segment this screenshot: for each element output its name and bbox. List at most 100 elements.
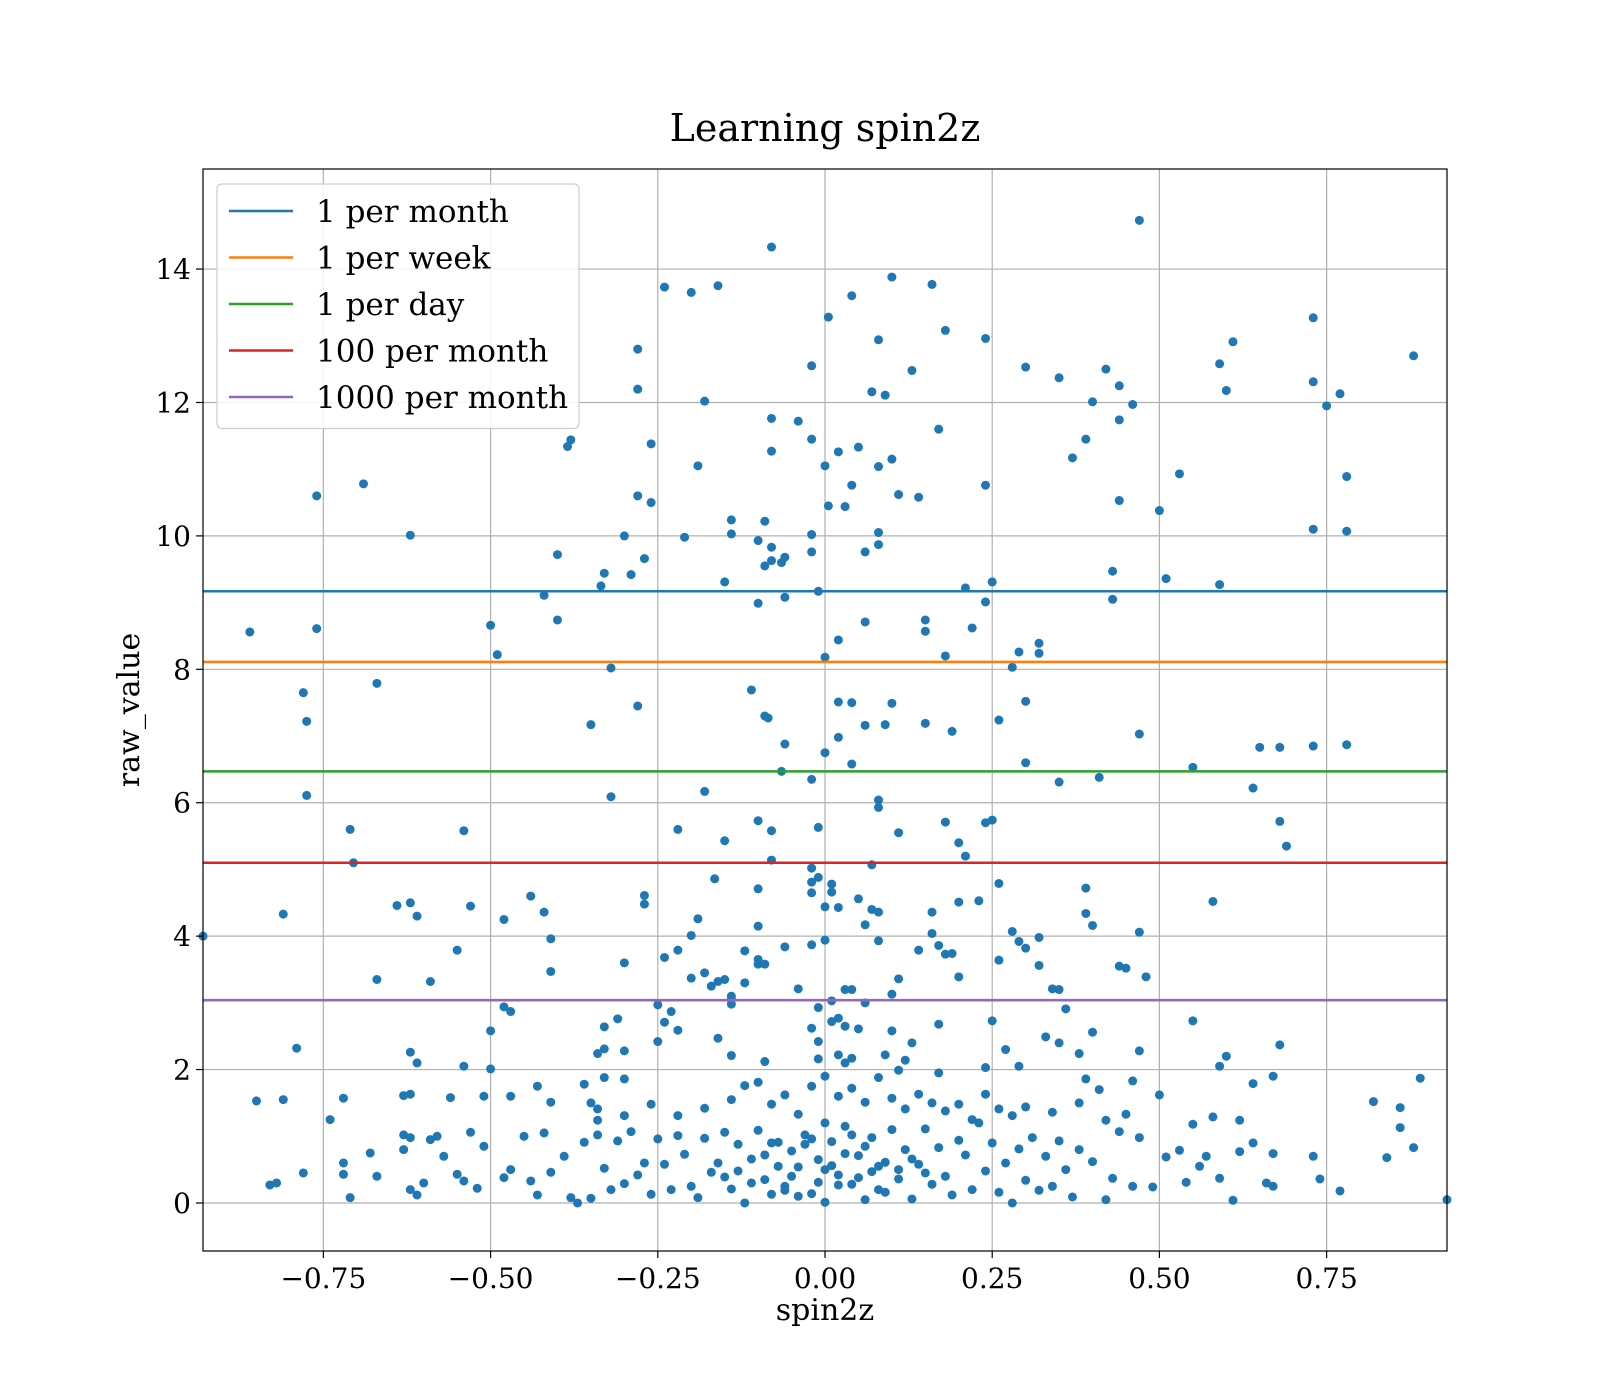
data-point [793,1109,803,1119]
data-point [787,1171,797,1181]
data-point [1081,434,1091,444]
data-point [1188,1119,1198,1129]
data-point [338,1093,348,1103]
data-point [777,558,787,568]
data-point [1281,841,1291,851]
data-point [1054,1038,1064,1048]
data-point [807,530,817,540]
data-point [720,836,730,846]
data-point [639,554,649,564]
data-point [646,498,656,508]
data-point [606,792,616,802]
data-point [880,390,890,400]
data-point [1088,1157,1098,1167]
y-tick-label: 14 [155,253,191,286]
data-point [552,550,562,560]
data-point [399,1091,409,1101]
data-point [780,942,790,952]
data-point [593,1104,603,1114]
data-point [405,1185,415,1195]
data-point [579,1137,589,1147]
data-point [1034,960,1044,970]
data-point [1268,1149,1278,1159]
data-point [1027,1133,1037,1143]
data-point [1409,1143,1419,1153]
data-point [1101,1195,1111,1205]
data-point [1174,1145,1184,1155]
data-point [726,515,736,525]
data-point [405,530,415,540]
data-point [1061,1165,1071,1175]
data-point [827,887,837,897]
data-point [813,1054,823,1064]
data-point [1248,1079,1258,1089]
data-point [947,1190,957,1200]
data-point [1128,399,1138,409]
data-point [954,1135,964,1145]
data-point [1275,1040,1285,1050]
data-point [499,1173,509,1183]
data-point [887,698,897,708]
data-point [753,1125,763,1135]
data-point [887,454,897,464]
data-point [573,1198,583,1208]
data-point [1275,742,1285,752]
data-point [874,1073,884,1083]
data-point [726,999,736,1009]
data-point [994,1187,1004,1197]
data-point [633,701,643,711]
data-point [1268,1181,1278,1191]
data-point [425,977,435,987]
data-point [914,1089,924,1099]
data-point [1134,1046,1144,1056]
data-point [412,911,422,921]
data-point [1114,496,1124,506]
data-point [994,1104,1004,1114]
data-point [1074,1145,1084,1155]
data-point [793,1162,803,1172]
data-point [1021,943,1031,953]
data-point [619,531,629,541]
data-point [813,822,823,832]
data-point [566,1193,576,1203]
data-point [847,759,857,769]
data-point [753,959,763,969]
data-point [833,732,843,742]
x-tick-label: −0.50 [448,1262,534,1295]
data-point [833,635,843,645]
data-point [345,824,355,834]
data-point [947,726,957,736]
data-point [760,959,770,969]
data-point [466,901,476,911]
data-point [733,1166,743,1176]
data-point [713,1158,723,1168]
data-point [539,590,549,600]
y-tick-label: 0 [173,1187,191,1220]
data-point [1161,574,1171,584]
data-point [766,413,776,423]
data-point [720,1172,730,1182]
data-point [1128,1181,1138,1191]
data-point [813,1003,823,1013]
data-point [766,826,776,836]
data-point [927,1179,937,1189]
data-point [539,1128,549,1138]
data-point [713,1033,723,1043]
data-point [566,435,576,445]
data-point [626,1127,636,1137]
data-point [740,1081,750,1091]
data-point [813,1037,823,1047]
data-point [1054,373,1064,383]
data-point [813,1177,823,1187]
data-point [459,826,469,836]
data-point [1001,1158,1011,1168]
data-point [1208,896,1218,906]
data-point [1315,1174,1325,1184]
data-point [619,958,629,968]
data-point [807,1081,817,1091]
data-point [1047,1107,1057,1117]
data-point [807,1189,817,1199]
data-point [486,620,496,630]
data-point [1368,1097,1378,1107]
